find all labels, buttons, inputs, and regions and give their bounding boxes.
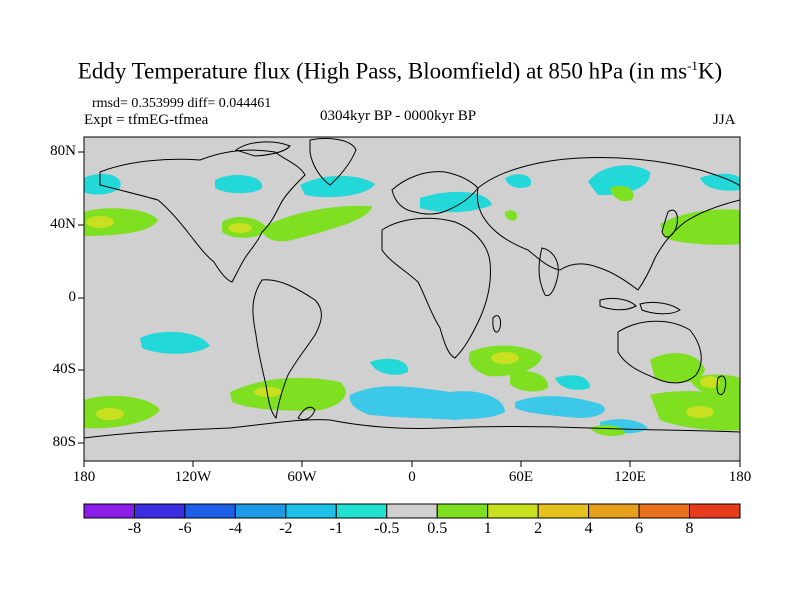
colorbar-swatch-9 [537, 503, 590, 519]
lon-label-180w: 180 [72, 469, 96, 485]
experiment-label: Expt = tfmEG-tfmea [84, 112, 209, 128]
title-tail: K) [697, 58, 723, 84]
title-superscript: -1 [687, 58, 698, 73]
colorbar-label-4: -1 [329, 520, 343, 537]
colorbar-label-1: -6 [178, 520, 192, 537]
lon-label-120e: 120E [614, 469, 646, 485]
lon-label-0: 0 [408, 469, 416, 485]
lat-label-40s: 40S [52, 361, 76, 377]
colorbar-label-9: 4 [584, 520, 593, 537]
strong-positive-cores [86, 216, 720, 420]
lon-label-180e: 180 [728, 469, 752, 485]
colorbar-swatch-7 [436, 503, 489, 519]
colorbar-label-5: -0.5 [374, 520, 400, 537]
colorbar-swatch-10 [588, 503, 640, 519]
negative-anomaly-regions [84, 165, 740, 390]
colorbar-label-11: 8 [685, 520, 694, 537]
axis-ticks [78, 151, 741, 467]
colorbar-label-8: 2 [534, 520, 543, 537]
colorbar-label-3: -2 [279, 520, 293, 537]
lon-label-60w: 60W [287, 469, 317, 485]
lat-label-0: 0 [68, 289, 77, 305]
plot-title: Eddy Temperature flux (High Pass, Bloomf… [0, 58, 800, 85]
colorbar-swatch-8 [487, 503, 539, 519]
lat-label-40n: 40N [50, 216, 76, 232]
colorbar-swatch-12 [689, 503, 741, 519]
colorbar-label-7: 1 [483, 520, 492, 537]
lon-label-60e: 60E [508, 469, 534, 485]
title-text: Eddy Temperature flux (High Pass, Bloomf… [77, 58, 688, 84]
colorbar-label-10: 6 [635, 520, 644, 537]
colorbar [83, 503, 741, 519]
colorbar-label-0: -8 [127, 520, 142, 537]
lat-label-80n: 80N [50, 143, 76, 159]
colorbar-swatch-6 [386, 503, 438, 519]
colorbar-label-6: 0.5 [427, 520, 448, 537]
positive-anomaly-regions [84, 185, 740, 436]
colorbar-swatch-2 [184, 503, 236, 519]
colorbar-swatch-5 [335, 503, 388, 519]
colorbar-swatch-11 [638, 503, 691, 519]
lon-label-120w: 120W [174, 469, 212, 485]
coastlines [84, 137, 740, 439]
colorbar-swatch-1 [133, 503, 186, 519]
colorbar-swatch-3 [234, 503, 287, 519]
map-area [84, 137, 740, 461]
season-label: JJA [713, 112, 736, 128]
period-label: 0304kyr BP - 0000kyr BP [320, 108, 477, 124]
stats-label: rmsd= 0.353999 diff= 0.044461 [92, 96, 272, 111]
lat-label-80s: 80S [52, 434, 76, 450]
colorbar-label-2: -4 [228, 520, 243, 537]
colorbar-swatch-0 [83, 503, 135, 519]
colorbar-swatch-4 [285, 503, 337, 519]
